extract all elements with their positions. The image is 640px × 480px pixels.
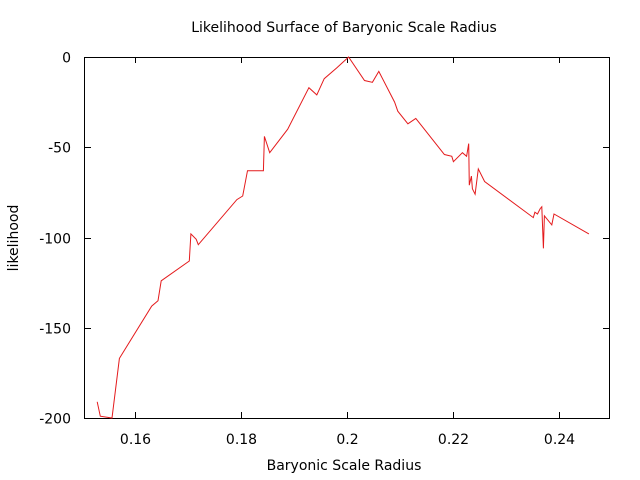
- y-tick-label: -50: [48, 141, 71, 157]
- likelihood-series-line: [96, 56, 590, 419]
- plot-area: [84, 57, 610, 419]
- x-axis-label: Baryonic Scale Radius: [267, 458, 422, 474]
- y-tick-label: -200: [39, 412, 71, 428]
- y-tick-label: 0: [62, 51, 71, 67]
- x-tick-label: 0.18: [226, 432, 257, 448]
- x-tick-label: 0.24: [544, 432, 575, 448]
- x-tick-label: 0.16: [120, 432, 151, 448]
- x-axis-ticks: 0.16 0.18 0.2 0.22 0.24: [120, 57, 575, 448]
- x-tick-label: 0.22: [438, 432, 469, 448]
- y-tick-label: -150: [39, 322, 71, 338]
- chart-title: Likelihood Surface of Baryonic Scale Rad…: [191, 20, 497, 36]
- y-tick-label: -100: [39, 232, 71, 248]
- y-axis-label: likelihood: [6, 205, 22, 272]
- x-tick-label: 0.2: [336, 432, 358, 448]
- y-axis-ticks: 0 -50 -100 -150 -200: [39, 51, 609, 428]
